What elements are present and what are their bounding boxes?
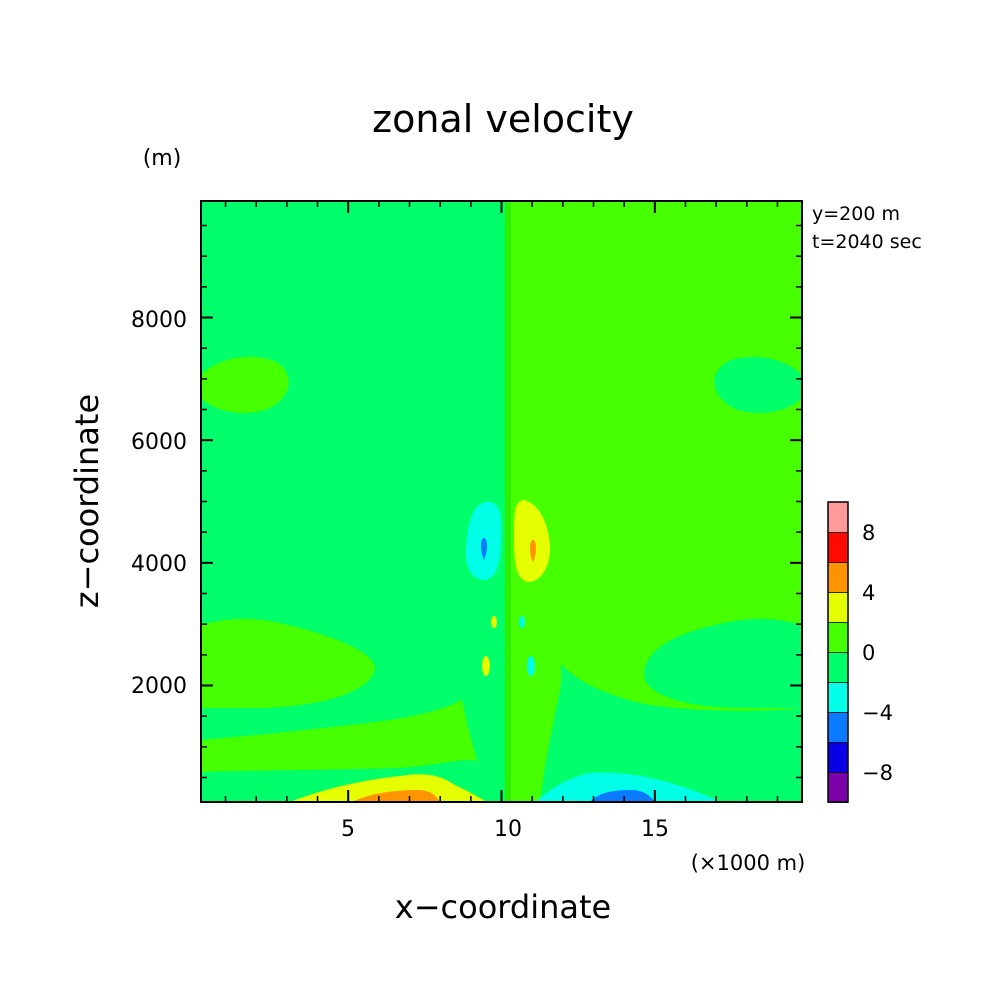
colorbar-cell <box>827 651 849 683</box>
colorbar-cell <box>827 561 849 593</box>
colorbar-tick-label: −8 <box>862 761 893 785</box>
colorbar-cell <box>827 591 849 623</box>
annotation-y: y=200 m <box>812 203 900 225</box>
colorbar-cell <box>827 501 849 533</box>
y-tick-label: 2000 <box>131 674 187 699</box>
x-tick-label: 10 <box>494 817 522 842</box>
lower-band-right <box>530 655 802 802</box>
small-positive-cell-1 <box>491 616 497 628</box>
small-positive-cell-2 <box>482 656 490 676</box>
x-axis-label: x−coordinate <box>395 888 611 926</box>
small-negative-cell-1 <box>519 616 525 628</box>
colorbar-cell <box>827 711 849 743</box>
colorbar: 8 4 0 −4 −8 <box>827 501 893 803</box>
colorbar-cell <box>827 741 849 773</box>
low-band-left <box>201 618 375 708</box>
chart-title: zonal velocity <box>372 97 634 141</box>
colorbar-cell <box>827 621 849 653</box>
colorbar-tick-label: 8 <box>862 521 875 545</box>
low-band-right <box>644 618 802 708</box>
central-column-right <box>508 597 562 802</box>
small-negative-cell-2 <box>527 656 535 676</box>
positive-cell-inner <box>530 540 536 562</box>
surface-negative-inner <box>590 790 655 802</box>
x-tick-label: 15 <box>641 817 669 842</box>
colorbar-cell <box>827 531 849 563</box>
y-tick-label: 6000 <box>131 430 187 455</box>
y-tick-label: 4000 <box>131 552 187 577</box>
upper-left-lobe <box>201 356 289 413</box>
central-column-left <box>460 597 508 802</box>
y-tick-labels: 2000 4000 6000 8000 <box>131 308 187 699</box>
x-unit-label: (×1000 m) <box>691 851 806 875</box>
annotation-t: t=2040 sec <box>812 231 922 253</box>
x-tick-label: 5 <box>341 817 355 842</box>
y-tick-label: 8000 <box>131 308 187 333</box>
y-unit-label: (m) <box>143 146 182 171</box>
y-axis-label: z−coordinate <box>68 394 106 608</box>
colorbar-tick-label: −4 <box>862 701 893 725</box>
negative-cell-inner <box>481 538 487 560</box>
x-tick-labels: 5 10 15 <box>341 817 669 842</box>
upper-right-lobe <box>714 356 802 413</box>
colorbar-tick-label: 0 <box>862 641 875 665</box>
surface-positive-outer <box>290 774 487 802</box>
colorbar-cell <box>827 681 849 713</box>
surface-positive-inner <box>352 790 440 802</box>
contour-plot <box>201 201 802 802</box>
colorbar-cell <box>827 771 849 803</box>
surface-negative-outer <box>535 772 720 802</box>
colorbar-tick-label: 4 <box>862 581 875 605</box>
plot-frame <box>200 200 803 803</box>
center-divider <box>505 201 511 802</box>
